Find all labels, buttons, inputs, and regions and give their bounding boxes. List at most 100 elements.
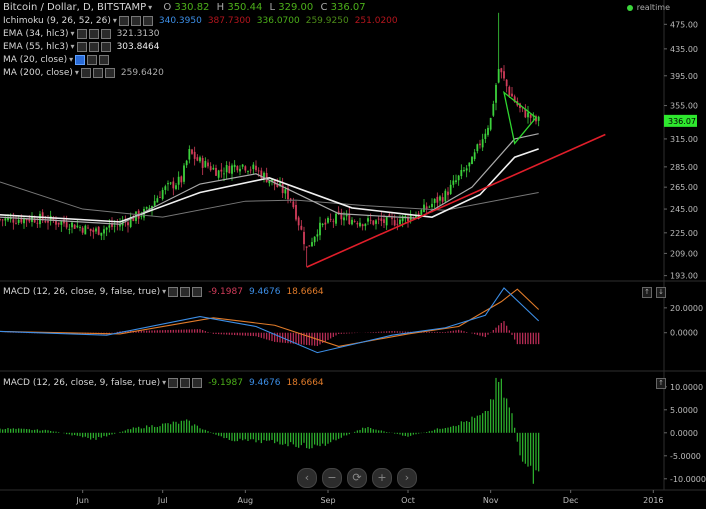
macd-dropdown-icon[interactable]: ▾ <box>162 287 167 296</box>
indicator-row[interactable]: EMA (55, hlc3) ▾ 303.8464 <box>3 41 160 53</box>
candle-body <box>495 84 497 103</box>
indicator-label[interactable]: EMA (34, hlc3) <box>3 29 69 39</box>
price-tick-label: 193.00 <box>670 272 698 281</box>
settings-icon[interactable] <box>180 286 191 297</box>
candle-body <box>241 164 244 167</box>
indicator-dropdown-icon[interactable]: ▾ <box>70 42 75 51</box>
symbol-title[interactable]: Bitcoin / Dollar, D, BITSTAMP <box>3 2 147 13</box>
pane-up-button-2[interactable]: ↑ <box>656 378 666 389</box>
candle-body <box>47 221 49 223</box>
candle-body <box>319 222 321 236</box>
candle-body <box>479 143 481 146</box>
candle-body <box>183 165 185 182</box>
settings-icon[interactable] <box>180 377 191 388</box>
visibility-icon[interactable] <box>76 28 87 39</box>
visibility-icon[interactable] <box>168 286 179 297</box>
candle-body <box>217 170 220 178</box>
visibility-icon[interactable] <box>118 15 129 26</box>
candle-body <box>487 127 489 135</box>
candle-body <box>180 176 183 183</box>
close-icon[interactable] <box>104 67 115 78</box>
settings-icon[interactable] <box>130 15 141 26</box>
candle-body <box>7 217 9 221</box>
indicator-row[interactable]: Ichimoku (9, 26, 52, 26) ▾ 340.3950 387.730… <box>3 15 398 27</box>
ohlc-c-value: 336.07 <box>330 2 366 13</box>
candle-body <box>455 180 457 183</box>
candle-body <box>204 161 207 168</box>
reset-button[interactable]: ⟳ <box>347 468 367 488</box>
indicator-label[interactable]: EMA (55, hlc3) <box>3 42 69 52</box>
visibility-icon[interactable] <box>76 41 87 52</box>
macd-panel-header[interactable]: MACD (12, 26, close, 9, false, true) ▾ -9.… <box>3 377 324 389</box>
candle-body <box>271 179 273 182</box>
close-icon[interactable] <box>192 286 203 297</box>
visibility-icon[interactable] <box>168 377 179 388</box>
symbol-header[interactable]: Bitcoin / Dollar, D, BITSTAMP ▾ O 330.82 … <box>3 2 366 14</box>
indicator-row[interactable]: MA (200, close) ▾ 259.6420 <box>3 67 164 79</box>
candle-body <box>105 227 108 230</box>
macd-panel-header[interactable]: MACD (12, 26, close, 9, false, true) ▾ -9.… <box>3 286 324 298</box>
candle-body <box>127 222 129 226</box>
macd-dropdown-icon[interactable]: ▾ <box>162 378 167 387</box>
settings-icon[interactable] <box>92 67 103 78</box>
macd-line <box>0 287 540 354</box>
candle-body <box>36 222 39 224</box>
indicator-value: 336.0700 <box>256 16 300 26</box>
scroll-right-button[interactable]: › <box>397 468 417 488</box>
candle-body <box>223 173 225 175</box>
pane-down-button[interactable]: ↓ <box>656 287 666 298</box>
indicator-dropdown-icon[interactable]: ▾ <box>112 16 117 25</box>
macd-value: 9.4676 <box>248 287 281 297</box>
indicator-label[interactable]: MA (20, close) <box>3 55 68 65</box>
candle-body <box>244 166 247 171</box>
candle-body <box>356 223 359 225</box>
macd-label[interactable]: MACD (12, 26, close, 9, false, true) <box>3 287 161 297</box>
settings-icon[interactable] <box>87 54 98 65</box>
indicator-value: 251.0200 <box>354 16 398 26</box>
close-icon[interactable] <box>192 377 203 388</box>
indicator-row[interactable]: EMA (34, hlc3) ▾ 321.3130 <box>3 28 160 40</box>
macd-value: -9.1987 <box>208 378 243 388</box>
candle-body <box>281 184 284 194</box>
ema55-line <box>0 148 539 223</box>
indicator-value: 259.6420 <box>120 68 164 78</box>
candle-body <box>175 185 177 190</box>
candle-body <box>17 219 20 223</box>
close-icon[interactable] <box>142 15 153 26</box>
candle-body <box>513 96 516 102</box>
indicator-label[interactable]: MA (200, close) <box>3 68 73 78</box>
macd-label[interactable]: MACD (12, 26, close, 9, false, true) <box>3 378 161 388</box>
candle-body <box>527 112 529 118</box>
visibility-icon[interactable] <box>80 67 91 78</box>
close-icon[interactable] <box>100 28 111 39</box>
indicator-dropdown-icon[interactable]: ▾ <box>69 55 74 64</box>
symbol-dropdown-icon[interactable]: ▾ <box>148 3 153 12</box>
scroll-left-button[interactable]: ‹ <box>297 468 317 488</box>
candle-body <box>209 166 212 171</box>
zoom-in-button[interactable]: + <box>372 468 392 488</box>
indicator-dropdown-icon[interactable]: ▾ <box>70 29 75 38</box>
close-icon[interactable] <box>100 41 111 52</box>
macd-signal-line <box>0 288 540 347</box>
ohlc-h-label: H <box>216 2 225 13</box>
zoom-out-button[interactable]: − <box>322 468 342 488</box>
price-tick-label: 225.00 <box>670 229 698 238</box>
indicator-row[interactable]: MA (20, close) ▾ <box>3 54 110 66</box>
candle-body <box>305 246 308 248</box>
close-icon[interactable] <box>99 54 110 65</box>
candle-body <box>148 207 151 209</box>
settings-icon[interactable] <box>88 28 99 39</box>
candle-body <box>207 162 209 167</box>
settings-icon[interactable] <box>88 41 99 52</box>
candle-body <box>255 165 257 171</box>
visibility-icon[interactable] <box>75 54 86 65</box>
indicator-label[interactable]: Ichimoku (9, 26, 52, 26) <box>3 16 111 26</box>
pane-up-button[interactable]: ↑ <box>642 287 652 298</box>
price-tick-label: 245.00 <box>670 205 698 214</box>
hist-tick-label: 0.0000 <box>670 429 698 438</box>
indicator-dropdown-icon[interactable]: ▾ <box>74 68 79 77</box>
candle-body <box>460 169 463 177</box>
macd-tick-label: 0.0000 <box>670 329 698 338</box>
candle-body <box>185 160 188 166</box>
